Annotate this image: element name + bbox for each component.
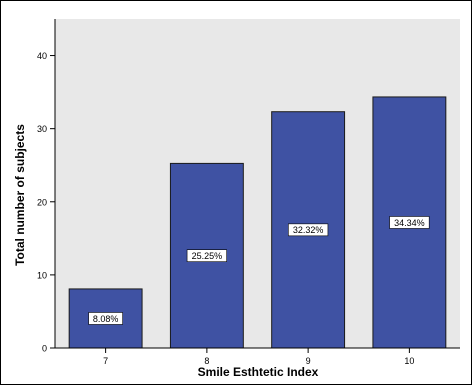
data-label-box-10 [389,216,430,229]
y-tick-label-40: 40 [37,51,47,61]
bar-8 [169,162,244,349]
x-tick-label-8: 8 [204,356,209,366]
data-label-9: 32.32% [293,225,324,235]
x-tick-label-9: 9 [306,356,311,366]
data-label-box-7 [88,312,123,325]
data-label-box-9 [288,223,329,237]
y-tick-label-0: 0 [42,344,47,354]
data-label-10: 34.34% [394,218,425,228]
x-tick-label-7: 7 [103,356,108,366]
y-axis-label: Total number of subjects [13,124,27,266]
data-label-8: 25.25% [192,251,223,261]
y-tick-label-10: 10 [37,270,47,280]
x-axis-label: Smile Esthtetic Index [198,365,319,379]
y-tick-label-20: 20 [37,197,47,207]
y-tick-label-30: 30 [37,124,47,134]
x-tick-label-10: 10 [404,356,414,366]
data-label-box-8 [186,249,227,262]
data-label-7: 8.08% [93,314,119,324]
